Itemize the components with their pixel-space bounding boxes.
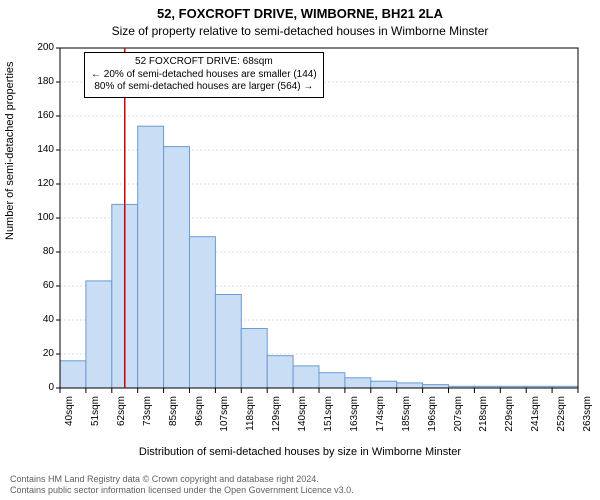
x-tick-label: 229sqm [504,396,515,440]
x-tick-label: 62sqm [116,396,127,440]
y-tick-label: 200 [26,42,54,53]
y-tick-label: 60 [26,280,54,291]
x-tick-label: 51sqm [90,396,101,440]
x-tick-label: 252sqm [556,396,567,440]
x-tick-label: 241sqm [530,396,541,440]
footer-line-2: Contains public sector information licen… [10,485,590,496]
x-tick-label: 129sqm [271,396,282,440]
x-tick-label: 196sqm [427,396,438,440]
x-tick-label: 118sqm [245,396,256,440]
x-axis-title: Distribution of semi-detached houses by … [0,446,600,458]
x-tick-label: 73sqm [142,396,153,440]
x-tick-label: 85sqm [168,396,179,440]
y-tick-label: 120 [26,178,54,189]
x-tick-label: 185sqm [401,396,412,440]
x-tick-label: 40sqm [64,396,75,440]
y-tick-label: 20 [26,348,54,359]
y-tick-label: 140 [26,144,54,155]
y-tick-label: 100 [26,212,54,223]
footer-line-1: Contains HM Land Registry data © Crown c… [10,474,590,485]
x-tick-label: 163sqm [349,396,360,440]
y-tick-label: 40 [26,314,54,325]
annotation-line-3: 80% of semi-detached houses are larger (… [91,81,317,94]
footer: Contains HM Land Registry data © Crown c… [10,474,590,497]
annotation-line-1: 52 FOXCROFT DRIVE: 68sqm [91,56,317,69]
x-tick-label: 174sqm [375,396,386,440]
y-tick-label: 80 [26,246,54,257]
y-tick-label: 0 [26,382,54,393]
x-tick-label: 207sqm [453,396,464,440]
x-tick-label: 107sqm [219,396,230,440]
annotation-line-2: ← 20% of semi-detached houses are smalle… [91,69,317,82]
x-tick-label: 151sqm [323,396,334,440]
x-tick-label: 140sqm [297,396,308,440]
y-tick-label: 180 [26,76,54,87]
x-tick-label: 96sqm [194,396,205,440]
annotation-box: 52 FOXCROFT DRIVE: 68sqm ← 20% of semi-d… [84,52,324,98]
y-tick-label: 160 [26,110,54,121]
x-tick-label: 218sqm [478,396,489,440]
x-tick-label: 263sqm [582,396,593,440]
